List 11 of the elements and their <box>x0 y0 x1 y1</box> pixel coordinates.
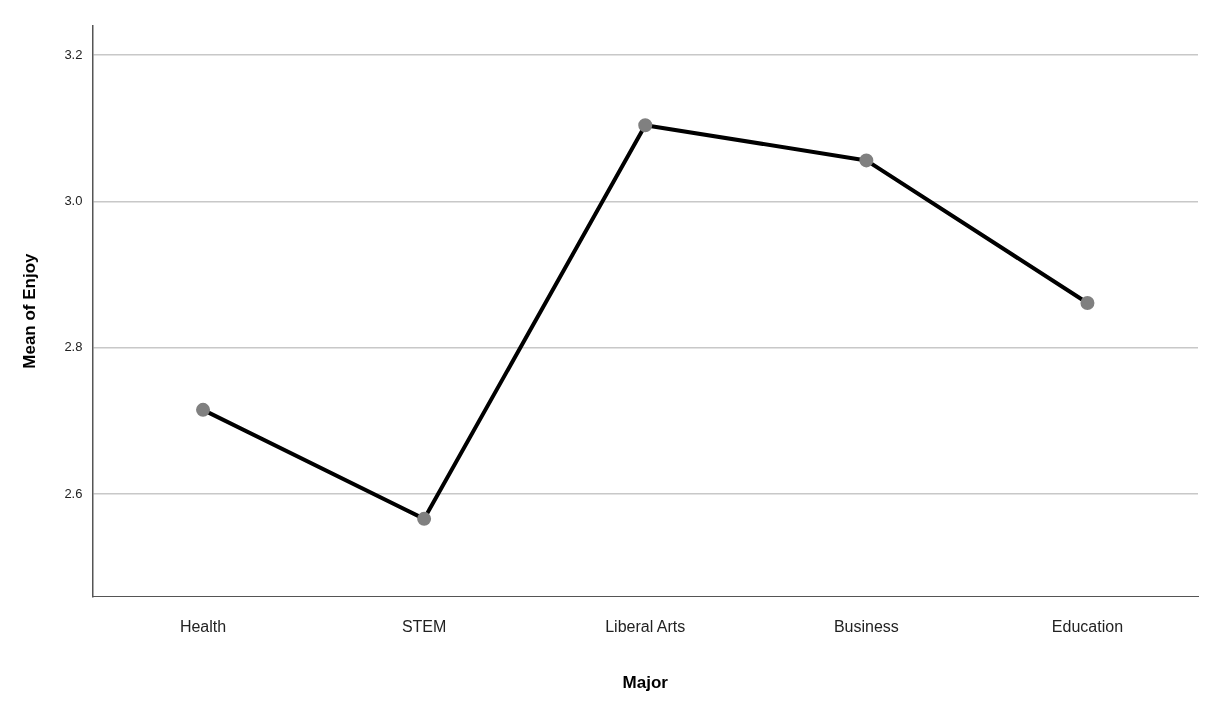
y-axis-title: Mean of Enjoy <box>19 252 39 369</box>
x-tick-label: STEM <box>401 618 447 636</box>
x-tick-label: Education <box>1051 618 1124 636</box>
y-tick-label: 3.0 <box>64 192 83 208</box>
y-tick-label: 2.6 <box>64 485 83 501</box>
x-tick-label: Business <box>833 618 899 636</box>
x-tick-label: Health <box>179 618 227 636</box>
x-tick-label: Liberal Arts <box>605 618 686 636</box>
x-axis-title: Major <box>622 673 669 693</box>
y-tick-label: 3.2 <box>64 46 83 62</box>
y-tick-label: 2.8 <box>64 339 83 355</box>
